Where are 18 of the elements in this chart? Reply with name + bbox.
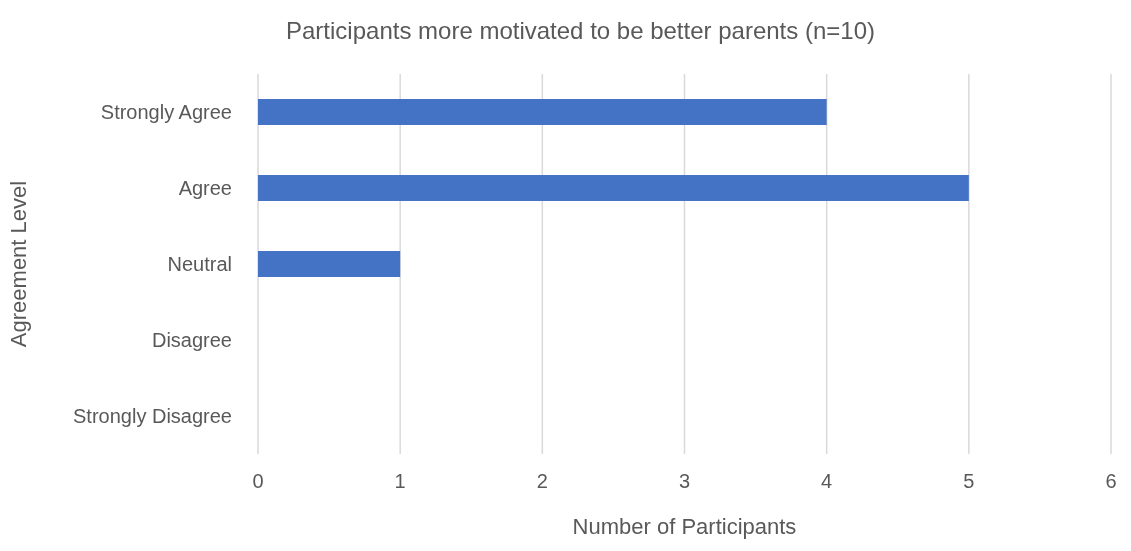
bar bbox=[258, 175, 969, 201]
bar bbox=[258, 251, 401, 277]
x-tick-label: 4 bbox=[821, 470, 833, 493]
x-tick-label: 3 bbox=[678, 470, 691, 493]
y-tick-label: Disagree bbox=[151, 329, 232, 352]
x-axis-title: Number of Participants bbox=[572, 514, 797, 539]
chart-title: Participants more motivated to be better parents (n=10) bbox=[285, 16, 876, 46]
bar bbox=[258, 99, 827, 125]
y-tick-label: Agree bbox=[178, 177, 232, 200]
y-tick-label: Neutral bbox=[167, 253, 232, 276]
x-tick-label: 5 bbox=[963, 470, 975, 493]
x-tick-label: 1 bbox=[394, 470, 406, 493]
x-tick-label: 6 bbox=[1105, 470, 1117, 493]
y-axis-title: Agreement Level bbox=[5, 180, 31, 348]
x-tick-label: 0 bbox=[252, 470, 264, 493]
y-tick-label: Strongly Agree bbox=[100, 101, 232, 124]
y-tick-label: Strongly Disagree bbox=[73, 405, 232, 428]
x-tick-label: 2 bbox=[536, 470, 548, 493]
